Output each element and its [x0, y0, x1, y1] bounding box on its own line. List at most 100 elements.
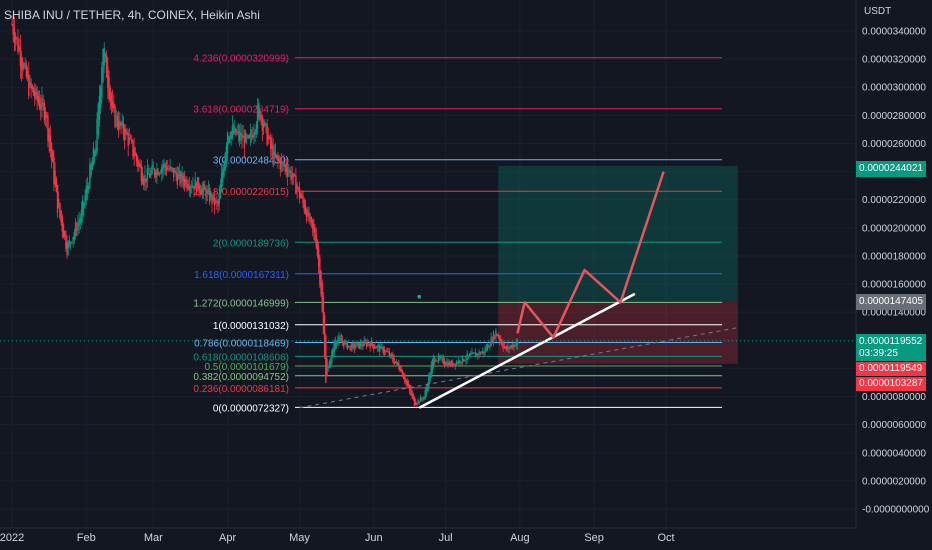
candle-body: [363, 340, 365, 346]
candle-body: [515, 343, 517, 346]
candle-body: [411, 391, 413, 397]
candle-body: [120, 123, 122, 127]
candle-body: [404, 376, 406, 383]
candle-body: [434, 360, 436, 362]
fib-level-label: 0.618(0.0000108606): [193, 352, 289, 363]
candle-body: [278, 157, 280, 162]
candle-body: [12, 24, 14, 35]
candle-body: [310, 217, 313, 222]
candle-body: [109, 88, 111, 101]
candle-body: [96, 119, 98, 152]
candle-body: [19, 47, 22, 66]
candle-body: [286, 168, 289, 177]
candle-body: [205, 188, 207, 200]
candle-body: [400, 369, 402, 372]
candle-body: [385, 350, 387, 352]
candle-body: [420, 398, 423, 400]
candle-body: [48, 128, 50, 142]
candle-body: [145, 178, 147, 183]
candle-body: [147, 173, 150, 175]
candle-body: [248, 135, 250, 138]
profit-zone[interactable]: [498, 165, 738, 302]
entry-price-value: 0.0000147405: [859, 296, 923, 307]
loss-zone[interactable]: [498, 301, 738, 364]
candle-body: [81, 200, 84, 216]
y-tick-label: 0.0000280000: [862, 111, 926, 122]
candle-body: [297, 187, 299, 189]
candle-body: [438, 357, 441, 359]
candle-body: [367, 342, 369, 345]
y-tick-label: 0.0000340000: [862, 27, 926, 38]
drawings[interactable]: [0, 171, 856, 409]
x-tick-label: Sep: [584, 532, 604, 544]
candle-body: [87, 186, 90, 190]
support-trend-line[interactable]: [418, 292, 636, 409]
candle-body: [459, 361, 461, 364]
candle-body: [237, 131, 240, 133]
candle-body: [329, 361, 332, 365]
candle-body: [161, 166, 163, 174]
candle-body: [308, 212, 310, 222]
bar-countdown: 03:39:25: [859, 348, 898, 359]
x-tick-label: Oct: [657, 532, 674, 544]
candle-body: [483, 351, 485, 354]
candle-body: [236, 132, 238, 134]
candle-body: [169, 165, 171, 170]
candle-body: [444, 362, 447, 366]
candle-body: [351, 342, 353, 349]
long-position-box[interactable]: [498, 165, 738, 364]
candle-body: [340, 338, 343, 342]
candle-body: [231, 126, 234, 136]
candle-body: [424, 389, 426, 398]
fibonacci-extension[interactable]: 0(0.0000072327) 0.236(0.0000086181)0.382(…: [193, 54, 722, 415]
candle-body: [419, 396, 422, 402]
candle-body: [40, 104, 42, 110]
candle-body: [129, 138, 132, 140]
projected-path[interactable]: [516, 171, 665, 339]
candle-body: [98, 95, 101, 120]
candle-body: [470, 353, 472, 355]
candle-body: [138, 162, 140, 166]
candle-body: [23, 65, 25, 68]
candle-body: [456, 363, 459, 364]
candle-body: [42, 102, 44, 104]
candle-body: [66, 241, 68, 256]
candle-body: [460, 362, 462, 364]
fib-level-label: 0.236(0.0000086181): [193, 384, 289, 395]
candle-body: [152, 168, 155, 170]
candle-body: [346, 341, 349, 350]
candle-body: [170, 167, 173, 169]
candle-body: [291, 175, 293, 178]
candle-body: [247, 135, 249, 137]
candle-body: [379, 346, 381, 352]
candle-body: [84, 195, 86, 206]
x-tick-label: Feb: [77, 532, 96, 544]
candle-body: [74, 222, 77, 236]
candle-body: [355, 346, 357, 348]
candle-body: [171, 167, 174, 169]
candle-body: [414, 401, 417, 406]
candle-body: [302, 196, 304, 204]
time-axis[interactable]: 2022 Feb Mar Apr May Jun Jul Aug Sep Oct: [0, 532, 675, 544]
candle-body: [29, 80, 31, 86]
candle-body: [189, 186, 192, 189]
candle-body: [212, 194, 214, 200]
candle-body: [405, 379, 407, 383]
candle-body: [259, 109, 261, 120]
candle-body: [73, 232, 75, 240]
candle-body: [333, 343, 335, 353]
fib-level-label: 3(0.0000248430): [213, 156, 289, 167]
candle-body: [391, 354, 393, 357]
candle-body: [436, 360, 438, 362]
candle-body: [230, 131, 232, 140]
candle-body: [140, 165, 143, 182]
candle-body: [358, 343, 361, 349]
candle-body: [243, 136, 246, 148]
y-tick-label: 0.0000220000: [862, 195, 926, 206]
candle-body: [452, 362, 454, 366]
candle-body: [175, 171, 177, 176]
x-tick-label: Aug: [510, 532, 530, 544]
candle-body: [401, 370, 404, 377]
candle-body: [298, 187, 301, 199]
